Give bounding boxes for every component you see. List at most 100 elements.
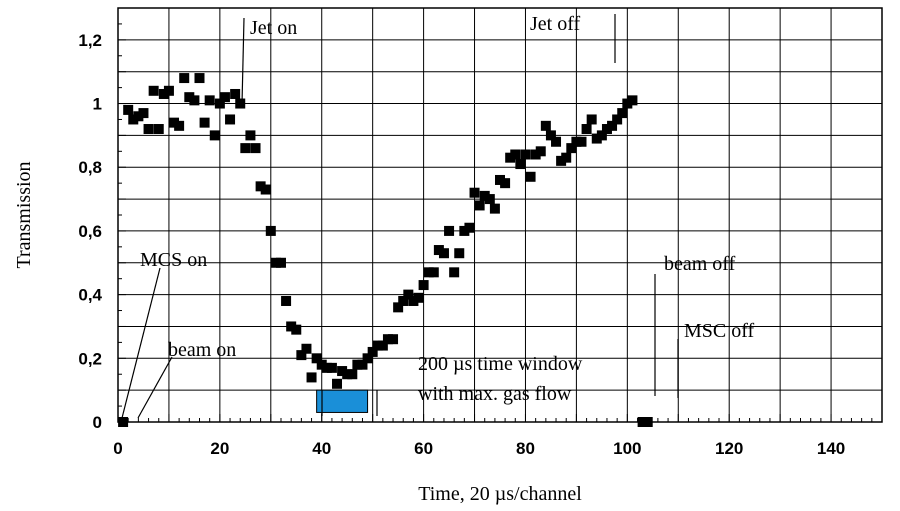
- data-point: [586, 114, 597, 125]
- data-point: [601, 124, 612, 135]
- data-point: [158, 88, 169, 99]
- x-tick-label: 60: [414, 439, 433, 458]
- x-tick-label: 120: [715, 439, 743, 458]
- data-point: [214, 98, 225, 109]
- data-point: [291, 324, 302, 335]
- data-point: [622, 98, 633, 109]
- data-point: [438, 248, 449, 259]
- data-point: [433, 245, 444, 256]
- data-point: [332, 378, 343, 389]
- grid: [118, 8, 882, 422]
- jet-on-line: [241, 17, 245, 105]
- data-point: [545, 130, 556, 141]
- data-point: [250, 143, 261, 154]
- data-point: [571, 136, 582, 147]
- data-point: [500, 178, 511, 189]
- data-point: [128, 114, 139, 125]
- beam-on-line: [137, 356, 173, 419]
- data-point: [311, 353, 322, 364]
- data-point: [219, 92, 230, 103]
- x-tick-label: 100: [613, 439, 641, 458]
- data-point: [316, 359, 327, 370]
- data-point: [265, 225, 276, 236]
- data-point: [347, 369, 358, 380]
- data-point: [163, 85, 174, 96]
- data-point: [148, 85, 159, 96]
- data-point: [367, 346, 378, 357]
- mcs-on-line: [120, 267, 161, 423]
- data-point: [627, 95, 638, 106]
- data-point: [449, 267, 460, 278]
- data-point: [281, 295, 292, 306]
- y-tick-label: 0,6: [78, 222, 102, 241]
- y-tick-label: 0,4: [78, 286, 102, 305]
- data-point: [255, 181, 266, 192]
- time-window-highlight: [316, 389, 369, 413]
- data-point: [576, 136, 587, 147]
- data-point: [398, 295, 409, 306]
- data-point: [520, 149, 531, 160]
- data-point: [179, 73, 190, 84]
- data-point: [474, 200, 485, 211]
- data-point: [306, 372, 317, 383]
- data-point: [495, 174, 505, 185]
- y-tick-label: 0,2: [78, 349, 102, 368]
- data-point: [515, 159, 526, 170]
- data-point: [194, 73, 205, 84]
- y-tick-label: 0,8: [78, 158, 102, 177]
- label-mcs-on: MCS on: [140, 249, 207, 271]
- data-point: [184, 92, 195, 103]
- data-point: [596, 130, 607, 141]
- data-point: [225, 114, 236, 125]
- data-point: [270, 257, 281, 268]
- x-tick-label: 20: [210, 439, 229, 458]
- data-point: [245, 130, 256, 141]
- data-point: [479, 190, 490, 201]
- data-point: [204, 95, 215, 106]
- data-point: [189, 95, 200, 106]
- data-point: [123, 104, 134, 115]
- data-point: [275, 257, 286, 268]
- data-point: [296, 350, 307, 361]
- data-point: [133, 111, 144, 122]
- data-point: [143, 124, 154, 135]
- data-point: [556, 155, 567, 166]
- x-axis-ticks: 0 20 40 60 80 100 120 140: [113, 414, 883, 458]
- data-point: [413, 292, 424, 303]
- data-point: [382, 334, 393, 345]
- y-tick-label: 1: [93, 95, 102, 114]
- data-points: [118, 73, 653, 427]
- data-point: [235, 98, 246, 109]
- data-point: [393, 302, 404, 313]
- label-jet-on: Jet on: [250, 17, 297, 39]
- data-point: [326, 362, 337, 373]
- data-point: [510, 149, 521, 160]
- x-tick-label: 0: [113, 439, 122, 458]
- time-window-rect: [316, 389, 369, 413]
- data-point: [484, 194, 495, 205]
- data-point: [301, 343, 312, 354]
- data-point: [566, 143, 577, 154]
- data-point: [423, 267, 434, 278]
- data-point: [418, 280, 429, 291]
- label-window-line1: 200 µs time window: [418, 353, 583, 375]
- x-tick-label: 80: [516, 439, 535, 458]
- data-point: [454, 248, 465, 259]
- data-point: [505, 152, 516, 163]
- data-point: [138, 108, 149, 119]
- data-point: [459, 225, 470, 236]
- data-point: [169, 117, 180, 128]
- label-beam-off: beam off: [664, 253, 736, 275]
- data-point: [362, 353, 373, 364]
- data-point: [408, 295, 419, 306]
- data-point: [540, 120, 551, 131]
- data-point: [377, 340, 388, 351]
- data-point: [286, 321, 297, 332]
- data-point: [352, 359, 363, 370]
- data-point: [525, 171, 536, 182]
- y-tick-label: 0: [93, 413, 102, 432]
- data-point: [388, 334, 399, 345]
- annotation-labels: Jet on Jet off MCS on beam on beam off MSC of…: [140, 13, 755, 405]
- data-point: [199, 117, 210, 128]
